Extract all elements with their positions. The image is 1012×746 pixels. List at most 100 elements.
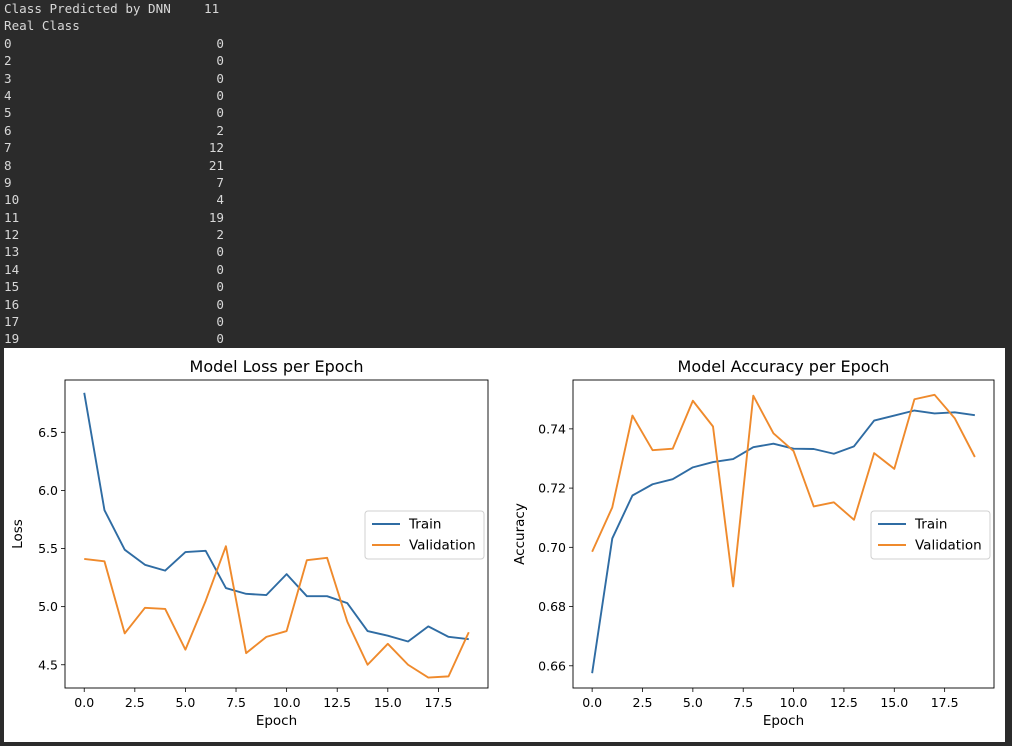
row-count: 0 xyxy=(216,331,224,347)
legend-box xyxy=(364,510,485,560)
validation-line xyxy=(591,393,976,588)
train-line xyxy=(83,392,469,643)
row-class-label: 4 xyxy=(4,87,12,103)
x-tick-label: 7.5 xyxy=(226,695,246,710)
x-tick-label: 2.5 xyxy=(633,695,653,710)
x-axis-label: Epoch xyxy=(256,713,297,729)
row-count: 0 xyxy=(216,53,224,69)
row-class-label: 12 xyxy=(4,227,20,243)
row-count: 0 xyxy=(216,35,224,51)
row-count: 0 xyxy=(216,244,224,260)
legend: Train Validation xyxy=(364,510,485,560)
table-row: 8 21 xyxy=(4,157,1004,174)
table-rows: 0 0 2 0 3 0 4 0 5 0 6 2 7 12 8 21 9 7 10 4 11 19 12 2 13 0 14 0 15 0 1… xyxy=(4,35,1004,348)
table-row: 12 2 xyxy=(4,226,1004,243)
row-class-label: 15 xyxy=(4,279,20,295)
x-tick-label: 12.5 xyxy=(830,695,858,710)
x-tick-label: 10.0 xyxy=(273,695,301,710)
y-tick-label: 5.5 xyxy=(38,541,58,556)
table-row: 11 19 xyxy=(4,209,1004,226)
chart-title: Model Accuracy per Epoch xyxy=(678,357,890,376)
y-tick-label: 0.66 xyxy=(538,658,566,673)
legend-label: Train xyxy=(408,517,441,533)
training-figure: Model Loss per Epoch 0.0 2.5 5.0 7.5 10.0 12.5… xyxy=(4,348,1005,742)
y-tick-label: 0.70 xyxy=(538,540,566,555)
loss-chart: Model Loss per Epoch 0.0 2.5 5.0 7.5 10.0 12.5… xyxy=(10,357,489,729)
x-tick-label: 7.5 xyxy=(733,695,753,710)
plot-frame xyxy=(64,379,489,689)
row-count: 2 xyxy=(216,122,224,138)
row-count: 0 xyxy=(216,87,224,103)
x-tick-label: 0.0 xyxy=(74,695,94,710)
y-tick-label: 0.72 xyxy=(538,481,566,496)
row-count: 0 xyxy=(216,296,224,312)
x-tick-label: 12.5 xyxy=(323,695,351,710)
legend-box xyxy=(870,510,991,560)
x-tick-label: 15.0 xyxy=(880,695,908,710)
row-class-label: 0 xyxy=(4,35,12,51)
row-count: 4 xyxy=(216,192,224,208)
index-label: Real Class xyxy=(4,18,80,34)
y-axis-label: Accuracy xyxy=(512,503,528,565)
y-tick-label: 6.5 xyxy=(38,425,58,440)
row-class-label: 8 xyxy=(4,157,12,173)
table-row: 13 0 xyxy=(4,243,1004,260)
y-tick-label: 4.5 xyxy=(38,657,58,672)
y-tick-label: 0.68 xyxy=(538,599,566,614)
x-tick-label: 2.5 xyxy=(125,695,145,710)
row-class-label: 7 xyxy=(4,140,12,156)
row-count: 0 xyxy=(216,105,224,121)
x-tick-label: 0.0 xyxy=(582,695,602,710)
row-count: 12 xyxy=(208,140,224,156)
x-axis-label: Epoch xyxy=(763,713,804,729)
x-tick-label: 17.5 xyxy=(424,695,452,710)
row-count: 21 xyxy=(208,157,224,173)
index-label-row: Real Class xyxy=(4,17,1004,34)
column-value: 11 xyxy=(204,1,220,16)
x-tick-label: 17.5 xyxy=(931,695,959,710)
y-tick-label: 0.74 xyxy=(538,421,566,436)
table-row: 16 0 xyxy=(4,296,1004,313)
table-row: 10 4 xyxy=(4,191,1004,208)
row-class-label: 13 xyxy=(4,244,20,260)
row-count: 0 xyxy=(216,70,224,86)
table-row: 14 0 xyxy=(4,261,1004,278)
plot-frame xyxy=(572,379,995,689)
y-tick-label: 6.0 xyxy=(38,483,58,498)
table-row: 15 0 xyxy=(4,278,1004,295)
chart-title: Model Loss per Epoch xyxy=(190,357,364,376)
row-class-label: 10 xyxy=(4,192,20,208)
row-count: 19 xyxy=(208,209,224,225)
cell-output: Class Predicted by DNN 11 Real Class 0 0 2 0 3 0… xyxy=(4,0,1004,348)
table-header-row: Class Predicted by DNN 11 xyxy=(4,0,1004,17)
accuracy-chart: Model Accuracy per Epoch 0.0 2.5 5.0 7.5 10.0… xyxy=(512,357,995,729)
row-count: 2 xyxy=(216,227,224,243)
x-tick-label: 15.0 xyxy=(374,695,402,710)
row-count: 0 xyxy=(216,314,224,330)
row-class-label: 11 xyxy=(4,209,20,225)
row-class-label: 16 xyxy=(4,296,20,312)
legend-label: Train xyxy=(914,517,947,533)
row-count: 7 xyxy=(216,174,224,190)
value-counts-table: Class Predicted by DNN 11 Real Class 0 0 2 0 3 0… xyxy=(4,0,1004,348)
y-axis-label: Loss xyxy=(10,519,26,549)
x-tick-label: 5.0 xyxy=(683,695,703,710)
row-class-label: 5 xyxy=(4,105,12,121)
row-class-label: 2 xyxy=(4,53,12,69)
x-tick-label: 5.0 xyxy=(175,695,195,710)
row-class-label: 19 xyxy=(4,331,20,347)
legend-label: Validation xyxy=(915,538,982,554)
row-count: 0 xyxy=(216,279,224,295)
legend-label: Validation xyxy=(409,538,476,554)
row-class-label: 9 xyxy=(4,174,12,190)
row-class-label: 6 xyxy=(4,122,12,138)
y-tick-label: 5.0 xyxy=(38,599,58,614)
x-tick-label: 10.0 xyxy=(780,695,808,710)
